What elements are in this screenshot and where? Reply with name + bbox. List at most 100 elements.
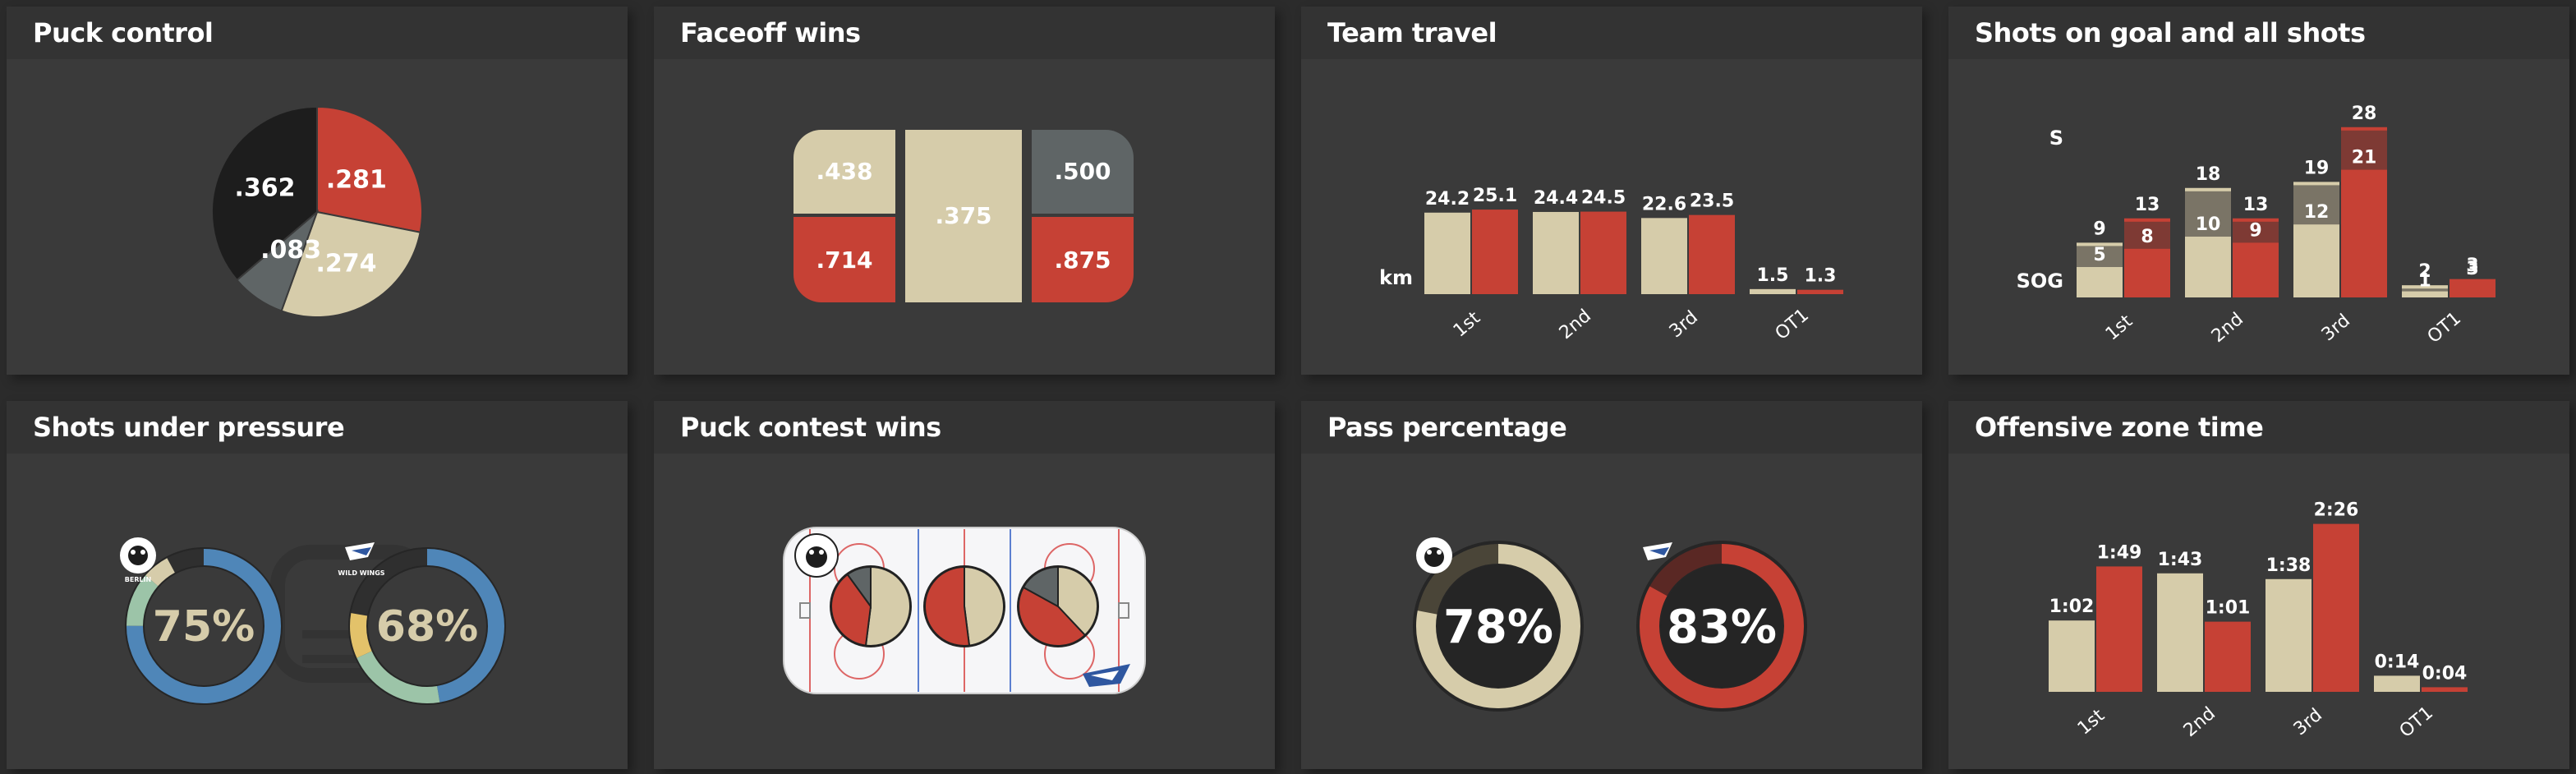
home-pressure-value: 75%: [153, 602, 255, 652]
card-title: Pass percentage: [1327, 412, 1567, 443]
shots-category-label: 2nd: [2208, 309, 2247, 347]
sog-value-label: 9: [2249, 220, 2261, 241]
shots-bar-cap: [2233, 218, 2279, 222]
shots-value-label: 2: [2418, 261, 2431, 282]
card-title: Team travel: [1327, 17, 1497, 48]
travel-bar: [1472, 210, 1518, 294]
contest-pie-slice: [830, 573, 872, 647]
away-pressure-ring: 68%: [348, 547, 506, 705]
shots-pressure-chart: 75% BERLIN 68% WILD: [7, 454, 628, 769]
faceoff-wins-card: Faceoff wins .438 .714 .375 .500 .875: [654, 7, 1275, 375]
card-header: Puck contest wins: [654, 401, 1275, 454]
oz-bar: [2096, 566, 2142, 692]
oz-bar-label: 1:38: [2266, 555, 2312, 576]
shots-card: Shots on goal and all shots S SOG 9 5 13 8 1…: [1948, 7, 2569, 375]
oz-bar-label: 0:04: [2422, 663, 2468, 684]
pass-percentage-chart: 78% 83%: [1301, 454, 1922, 769]
travel-bar-label: 25.1: [1473, 186, 1517, 206]
travel-bar-label: 24.5: [1581, 188, 1626, 209]
travel-bar-label: 1.3: [1805, 266, 1837, 287]
berlin-logo-icon: [1416, 537, 1452, 574]
shots-axis-label: S: [2049, 127, 2063, 150]
travel-bar-label: 22.6: [1642, 194, 1686, 214]
faceoff-rink-grid: .438 .714 .375 .500 .875: [794, 130, 1134, 302]
shots-value-label: 13: [2135, 195, 2160, 215]
pie-slice: [211, 105, 318, 282]
shots-bar-cap: [2124, 218, 2170, 222]
sog-value-label: 5: [2093, 245, 2105, 265]
shots-category-label: 3rd: [2318, 311, 2354, 346]
pie-slice: [280, 210, 421, 318]
sog-value-label: 12: [2304, 202, 2330, 223]
card-header: Shots on goal and all shots: [1948, 7, 2569, 59]
oz-bar: [2266, 578, 2312, 692]
oz-bar: [2157, 573, 2203, 692]
shots-value-label: 9: [2093, 219, 2105, 239]
oz-bar: [2049, 620, 2095, 692]
card-header: Offensive zone time: [1948, 401, 2569, 454]
puck-control-card: Puck control .281 .274.083 .362: [7, 7, 628, 375]
wild-wings-logo-icon: [1083, 664, 1130, 687]
oz-bar-label: 1:43: [2158, 550, 2203, 570]
oz-bar-label: 1:49: [2097, 542, 2142, 563]
sog-bar: [2185, 237, 2231, 297]
team-travel-chart: km 24.2 25.1 1st 24.4 24.5 2nd 22.6 23.5 3rd 1.5 1…: [1301, 59, 1922, 375]
travel-bar: [1580, 211, 1626, 294]
puck-control-pie: .281 .274.083 .362: [211, 105, 423, 318]
sog-bar: [2450, 279, 2496, 297]
faceoff-away-left-label: .714: [816, 246, 872, 274]
travel-bar-label: 24.4: [1534, 188, 1578, 209]
puck-control-chart: .281 .274.083 .362: [7, 59, 628, 375]
puck-contest-rink: [783, 527, 1146, 694]
home-pass-value: 78%: [1443, 601, 1553, 654]
travel-category-label: 2nd: [1556, 306, 1595, 343]
team-travel-card: Team travel km 24.2 25.1 1st 24.4 24.5 2nd 22.…: [1301, 7, 1922, 375]
offensive-zone-time-bars: 1:02 1:49 1st 1:43 1:01 2nd 1:38 2:26 3rd 0:140:0…: [2049, 500, 2468, 742]
home-pass-ring: 78%: [1413, 541, 1584, 712]
faceoff-grey-right-label: .500: [1054, 158, 1111, 185]
card-header: Pass percentage: [1301, 401, 1922, 454]
sog-bar: [2233, 242, 2279, 297]
shots-value-label: 13: [2243, 195, 2269, 215]
pass-percentage-rings: 78% 83%: [1413, 537, 1807, 712]
unit-label: km: [1379, 266, 1413, 289]
card-title: Puck contest wins: [680, 412, 941, 443]
oz-category-label: 3rd: [2290, 705, 2326, 740]
shots-value-label: 3: [2466, 256, 2478, 276]
shots-value-label: 19: [2304, 158, 2330, 178]
card-title: Puck control: [33, 17, 214, 48]
away-pass-value: 83%: [1667, 601, 1777, 654]
travel-bar-label: 1.5: [1757, 265, 1789, 286]
shots-category-label: OT1: [2424, 308, 2465, 348]
contest-pie-slice: [1057, 565, 1098, 637]
travel-bar-label: 24.2: [1425, 189, 1470, 210]
oz-category-label: 1st: [2074, 705, 2109, 739]
card-header: Shots under pressure: [7, 401, 628, 454]
berlin-logo-icon: BERLIN: [120, 537, 156, 583]
oz-bar-label: 2:26: [2314, 500, 2359, 521]
shots-pressure-card: Shots under pressure 75%: [7, 401, 628, 769]
home-team-label: BERLIN: [125, 576, 152, 583]
travel-bar: [1797, 289, 1843, 294]
contest-pie-slice: [846, 565, 872, 610]
sog-bar: [2341, 169, 2387, 297]
shots-bar-cap: [2077, 242, 2123, 246]
faceoff-home-left-label: .438: [816, 158, 872, 185]
away-pass-ring: 83%: [1636, 541, 1807, 712]
travel-bar: [1533, 211, 1579, 294]
oz-bar: [2205, 621, 2251, 692]
oz-category-label: OT1: [2396, 703, 2437, 742]
faceoff-grey-right: [1032, 130, 1134, 214]
oz-bar-label: 1:02: [2049, 597, 2095, 617]
faceoff-away-right: [1032, 217, 1134, 302]
sog-bar: [2124, 248, 2170, 297]
sog-value-label: 21: [2352, 148, 2377, 168]
shots-bar-cap: [2185, 187, 2231, 191]
travel-bar: [1641, 218, 1687, 294]
sog-bar: [2293, 224, 2339, 297]
pie-slice-label: .274: [315, 250, 376, 279]
shots-value-label: 18: [2196, 164, 2221, 185]
travel-category-label: OT1: [1772, 305, 1813, 344]
travel-category-label: 1st: [1450, 307, 1484, 341]
faceoff-wins-chart: .438 .714 .375 .500 .875: [654, 59, 1275, 375]
